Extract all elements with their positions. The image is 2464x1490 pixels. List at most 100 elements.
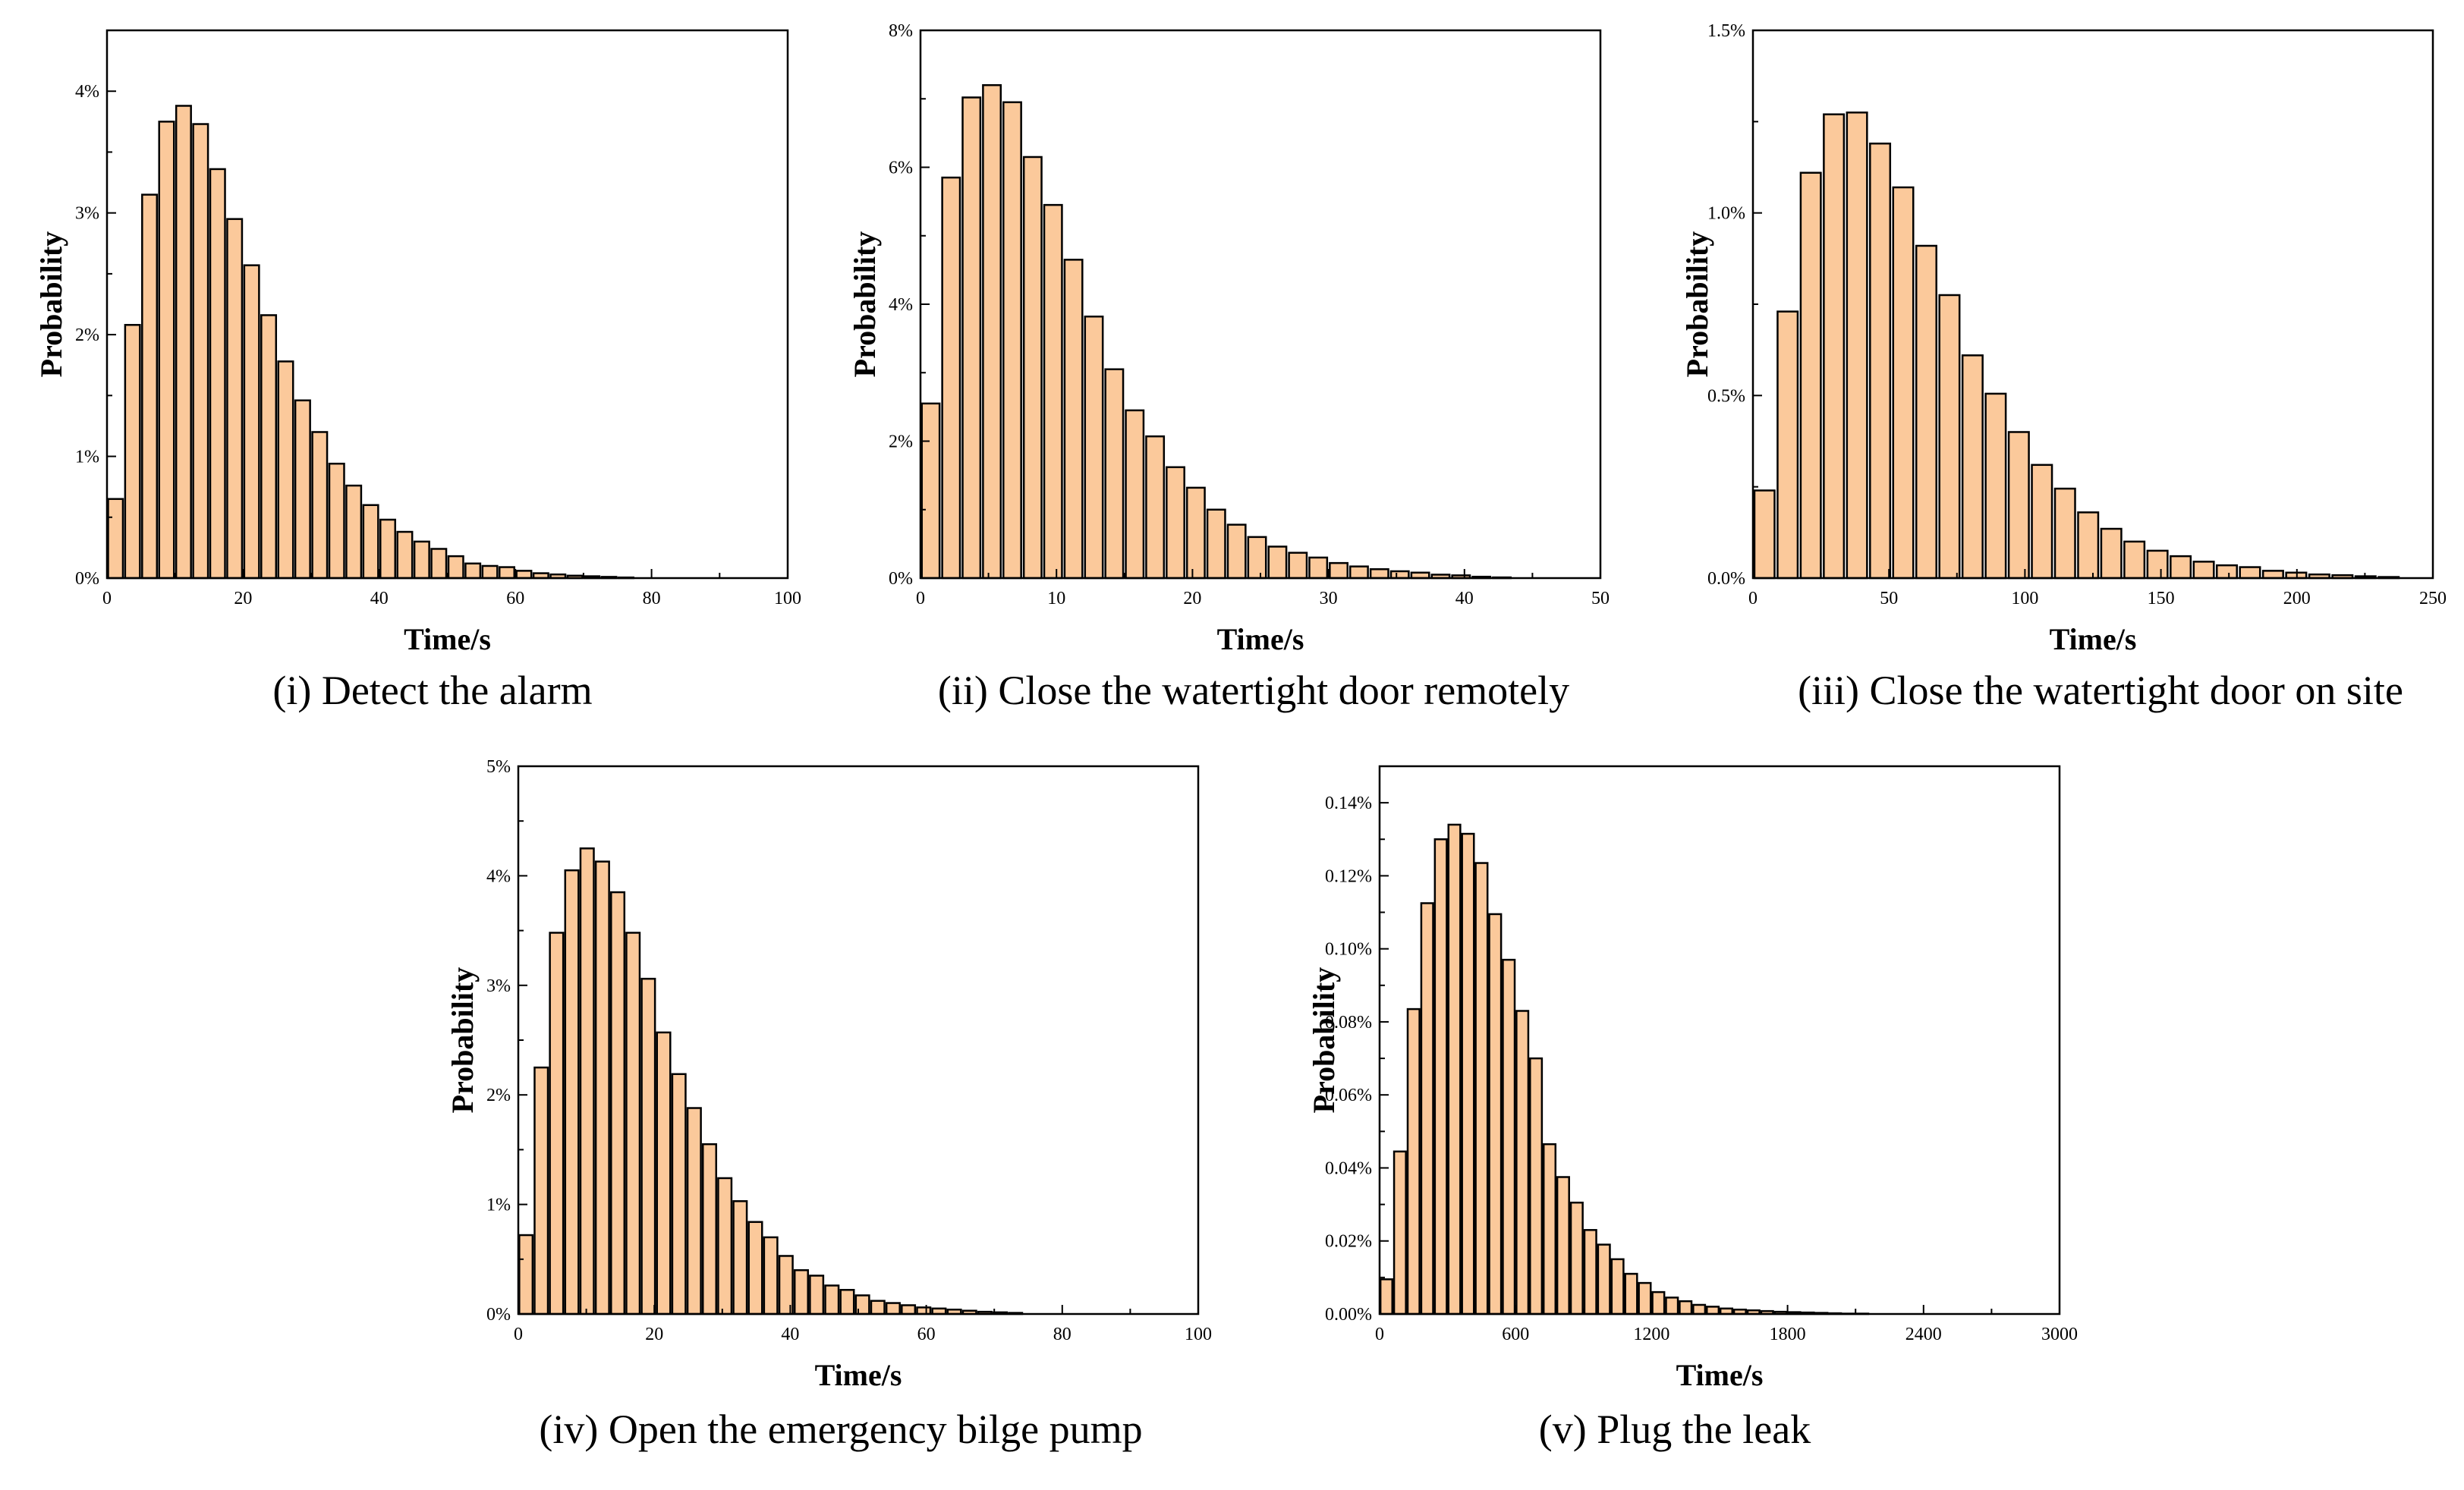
bar: [2170, 555, 2192, 580]
y-tick-label: 0.0%: [1707, 569, 1745, 589]
bar: [901, 1304, 917, 1316]
bar: [1389, 570, 1410, 580]
bar: [2007, 431, 2030, 580]
bar: [260, 314, 278, 580]
bar: [1692, 1303, 1707, 1316]
bar: [1288, 552, 1308, 580]
bar: [2123, 540, 2146, 580]
y-tick-label: 8%: [889, 21, 913, 41]
bar: [2100, 527, 2123, 580]
x-tick-label: 600: [1502, 1325, 1529, 1344]
x-tick-label: 50: [1591, 589, 1610, 608]
x-tick-label: 50: [1880, 589, 1898, 608]
bar: [594, 860, 610, 1316]
y-tick-label: 3%: [75, 204, 99, 224]
y-tick-label: 0.06%: [1325, 1086, 1372, 1105]
bar: [2216, 564, 2239, 580]
y-tick-label: 0.5%: [1707, 386, 1745, 406]
bars: [107, 105, 634, 580]
bar: [464, 562, 482, 580]
bar: [2261, 570, 2284, 580]
bar: [1063, 259, 1084, 580]
bar: [1705, 1306, 1720, 1316]
bar: [1369, 568, 1389, 580]
x-tick-label: 20: [234, 589, 252, 608]
panel-detect-alarm: (i) Detect the alarm 0 20 40 60 80 100 0% 1% 2% 3…: [34, 29, 801, 713]
bar: [175, 105, 192, 580]
panel-plug-leak: (v) Plug the leak 0 600 1200 1800 2400 3000 0.…: [1307, 765, 2078, 1452]
x-tick-label: 0: [514, 1325, 523, 1344]
y-tick-label: 0.12%: [1325, 866, 1372, 886]
bar: [2192, 561, 2215, 580]
bar: [1247, 536, 1267, 580]
bar: [124, 324, 141, 580]
bar: [1145, 435, 1166, 580]
bar: [498, 566, 515, 580]
y-tick-label: 0%: [889, 569, 913, 589]
y-tick-label: 1%: [75, 448, 99, 467]
bar: [1447, 823, 1462, 1316]
y-tick-label: 1.0%: [1707, 204, 1745, 224]
x-tick-label: 20: [1183, 589, 1201, 608]
bar: [447, 555, 464, 580]
bar: [1308, 556, 1329, 580]
bar: [294, 399, 311, 580]
bar: [640, 977, 656, 1316]
y-axis-title: Probability: [34, 231, 68, 378]
bar: [1348, 565, 1369, 580]
x-axis-title: Time/s: [1676, 1358, 1764, 1392]
bar: [1406, 1007, 1421, 1316]
bars: [1379, 823, 1870, 1316]
bar: [610, 891, 626, 1316]
bar: [345, 484, 363, 580]
x-tick-label: 100: [2011, 589, 2038, 608]
bar: [1665, 1297, 1679, 1316]
bar: [2053, 487, 2076, 580]
panel-caption: (i) Detect the alarm: [272, 668, 592, 713]
bar: [1379, 1278, 1394, 1316]
bar: [362, 504, 379, 580]
x-tick-label: 2400: [1905, 1325, 1942, 1344]
bar: [1542, 1143, 1557, 1316]
panel-caption: (v) Plug the leak: [1539, 1407, 1811, 1452]
plot-frame: [105, 29, 789, 580]
bar: [1433, 838, 1448, 1316]
x-axis-title: Time/s: [815, 1358, 902, 1392]
bar: [328, 462, 345, 580]
bar: [1420, 902, 1434, 1316]
y-axis-title: Probability: [1680, 231, 1714, 378]
bar: [2239, 566, 2261, 580]
bar: [564, 869, 580, 1316]
bar: [1104, 368, 1125, 580]
plot-frame: [919, 29, 1602, 580]
bar: [1823, 113, 1846, 580]
x-tick-label: 3000: [2041, 1325, 2078, 1344]
bar: [2146, 549, 2169, 580]
bar: [671, 1073, 687, 1316]
bar: [1474, 862, 1489, 1316]
bar: [701, 1143, 718, 1316]
bar: [656, 1031, 672, 1316]
panel-close-door-remotely: (ii) Close the watertight door remotely …: [848, 21, 1610, 713]
y-tick-label: 0.08%: [1325, 1013, 1372, 1033]
y-tick-label: 2%: [486, 1086, 511, 1105]
panel-caption: (iii) Close the watertight door on site: [1798, 668, 2403, 713]
bar: [1084, 316, 1104, 580]
bar: [961, 96, 982, 580]
x-tick-label: 1200: [1633, 1325, 1669, 1344]
y-tick-label: 1.5%: [1707, 21, 1745, 41]
bar: [1226, 523, 1247, 580]
y-axis-title: Probability: [1307, 967, 1341, 1114]
bars: [920, 83, 1512, 580]
bar: [1206, 508, 1226, 580]
y-axis-title: Probability: [848, 231, 882, 378]
bar: [1185, 486, 1206, 580]
x-axis-title: Time/s: [404, 622, 491, 656]
bar: [1461, 832, 1475, 1316]
x-axis-title: Time/s: [2050, 622, 2137, 656]
y-tick-label: 2%: [889, 432, 913, 452]
y-tick-label: 1%: [486, 1196, 511, 1215]
panel-open-bilge-pump: (iv) Open the emergency bilge pump 0 20 40…: [445, 757, 1212, 1452]
bar: [1892, 186, 1915, 580]
